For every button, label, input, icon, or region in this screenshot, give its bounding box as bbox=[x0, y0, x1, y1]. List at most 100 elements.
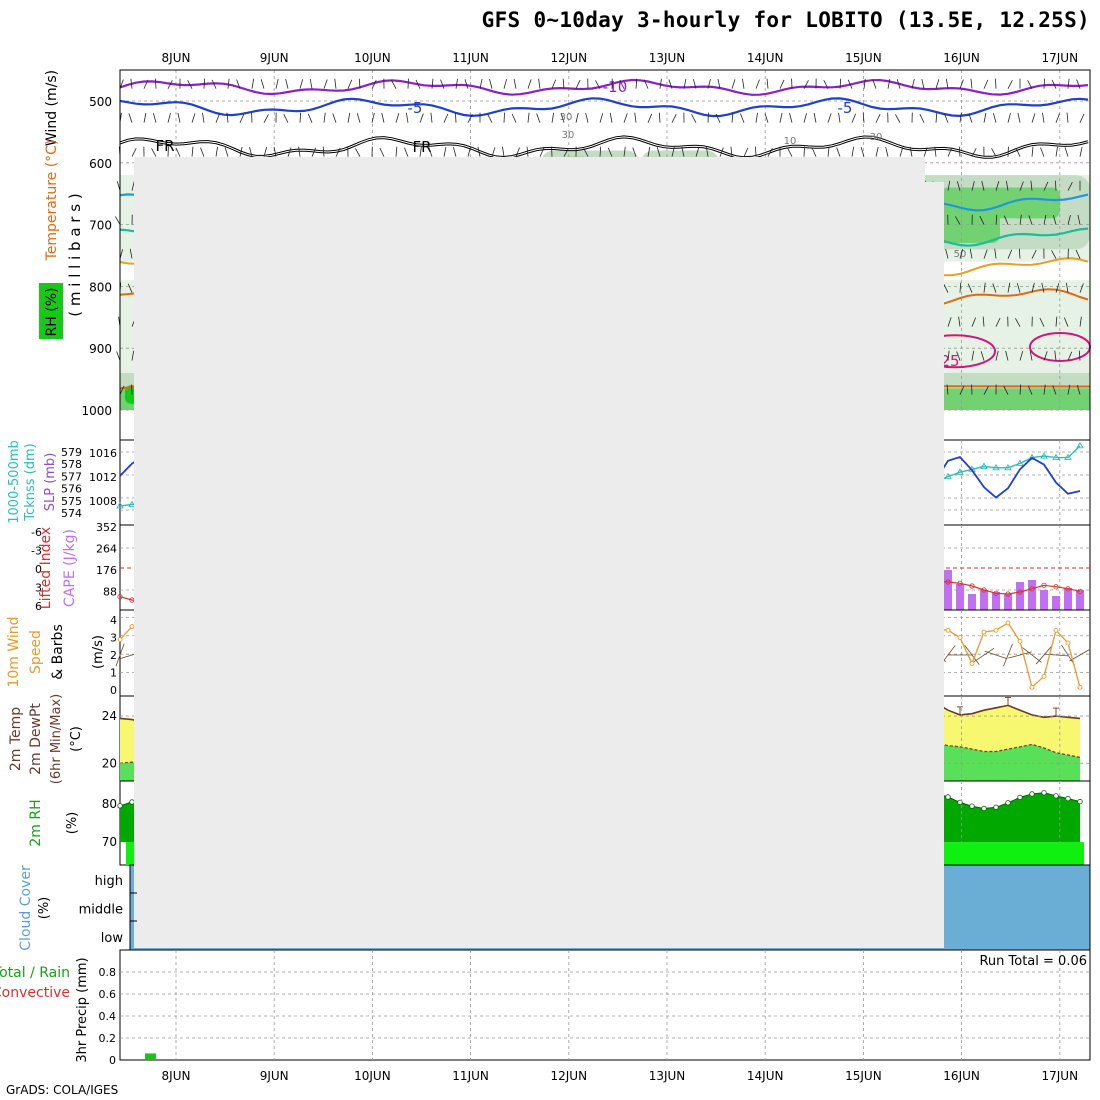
wind-barb bbox=[875, 113, 881, 123]
precip-panel bbox=[119, 949, 1091, 1061]
wind-barb bbox=[1067, 78, 1070, 89]
wind-barb bbox=[956, 181, 961, 191]
cloud-level-label: middle bbox=[79, 903, 123, 918]
wind-barb bbox=[659, 78, 662, 89]
x-axis-bottom-label: 17JUN bbox=[1042, 1069, 1079, 1083]
wind-barb bbox=[838, 112, 841, 123]
precip-tick-label: 0.2 bbox=[99, 1032, 117, 1045]
thickness-tick-label: 578 bbox=[61, 458, 82, 471]
wind-barb bbox=[215, 146, 218, 157]
wind-barb bbox=[526, 146, 529, 157]
wind-barb bbox=[1079, 146, 1083, 157]
wind10-speed-point bbox=[129, 624, 135, 630]
wind-barb bbox=[1016, 283, 1021, 293]
lifted-index-point bbox=[981, 587, 987, 593]
wind10-speed-point bbox=[117, 637, 123, 642]
wind-barb bbox=[1067, 384, 1071, 395]
wind-barb bbox=[128, 113, 133, 123]
thickness-axis-label-2: Tcknss (dm) bbox=[23, 443, 38, 521]
wind10-speed-point bbox=[945, 627, 951, 633]
rh2m-point bbox=[129, 799, 135, 805]
wind-barb bbox=[970, 78, 973, 89]
x-axis-top-label: 9JUN bbox=[260, 51, 289, 65]
wind-barb bbox=[619, 79, 625, 89]
wind-barb bbox=[681, 146, 685, 157]
wind-barb bbox=[1019, 384, 1022, 395]
wind-barb bbox=[979, 215, 985, 225]
wind-barb bbox=[177, 112, 181, 123]
wind-barb bbox=[695, 147, 700, 157]
wind-barb bbox=[959, 282, 962, 293]
wind-barb bbox=[538, 78, 541, 89]
wind-barb bbox=[431, 78, 434, 89]
thickness-axis-label: 1000-500mb bbox=[7, 440, 22, 524]
wind-barb bbox=[789, 113, 793, 123]
wind-barb bbox=[981, 180, 985, 191]
wind10-speed-point bbox=[1029, 684, 1035, 690]
wind-barb bbox=[273, 146, 277, 157]
wind-barb bbox=[947, 317, 952, 327]
wind-barb bbox=[707, 79, 711, 89]
contour-label: FR bbox=[155, 137, 174, 155]
wind-barb bbox=[1043, 78, 1045, 89]
lifted-index-point bbox=[1017, 589, 1023, 595]
wind-barb bbox=[705, 146, 709, 157]
wind-barb bbox=[643, 79, 649, 89]
wind-barb bbox=[562, 78, 565, 89]
wind-barb bbox=[995, 78, 997, 89]
thickness-point bbox=[1004, 463, 1012, 471]
x-axis-bottom-label: 11JUN bbox=[452, 1069, 489, 1083]
wind-barb bbox=[911, 78, 915, 89]
wind-barb bbox=[803, 146, 805, 157]
wind-barb bbox=[131, 180, 135, 191]
wind-barb bbox=[167, 80, 173, 89]
wind-barb bbox=[1042, 112, 1045, 123]
wind10-barb bbox=[1022, 647, 1042, 663]
wind10-barb bbox=[1061, 644, 1075, 666]
temp2m-tick-label: 24 bbox=[102, 709, 117, 723]
thickness-tick-label: 579 bbox=[61, 446, 82, 459]
wind-barb bbox=[131, 147, 137, 157]
wind-barb bbox=[489, 79, 493, 89]
wind-barb bbox=[151, 148, 157, 157]
wind-barb bbox=[175, 147, 181, 157]
x-axis-bottom-label: 12JUN bbox=[551, 1069, 588, 1083]
wind-barb bbox=[1031, 113, 1036, 123]
thickness-tick-label: 576 bbox=[61, 483, 82, 496]
wind-axis-label: Wind (m/s) bbox=[44, 70, 60, 146]
wind-barb bbox=[983, 282, 986, 293]
wind-barb bbox=[693, 79, 697, 89]
wind-barb bbox=[683, 78, 687, 89]
wind10-tick-label: 3 bbox=[110, 632, 117, 645]
wind-barb bbox=[477, 146, 481, 157]
contour-label: -5 bbox=[838, 99, 853, 117]
wind-barb bbox=[935, 79, 940, 89]
wind-barb bbox=[1055, 113, 1060, 123]
wind-barb bbox=[875, 146, 879, 157]
wind-barb bbox=[287, 147, 292, 157]
wind-barb bbox=[959, 79, 964, 89]
wind-barb bbox=[1007, 113, 1011, 123]
wind-barb bbox=[1055, 316, 1058, 327]
wind-barb bbox=[1031, 282, 1035, 293]
wind10-speed-point bbox=[969, 660, 975, 666]
wind-barb bbox=[1053, 215, 1057, 225]
wind-barb bbox=[959, 112, 962, 123]
wind-barb bbox=[885, 146, 889, 157]
wind-barb bbox=[895, 114, 901, 123]
wind-barb bbox=[391, 80, 397, 89]
wind-barb bbox=[227, 78, 230, 89]
wind-barb bbox=[779, 79, 785, 89]
lifted-index-point bbox=[945, 579, 951, 585]
wind-barb bbox=[993, 113, 997, 123]
wind-barb bbox=[191, 146, 194, 157]
lifted-index-point bbox=[117, 594, 123, 600]
wind-barb bbox=[371, 112, 375, 123]
x-axis-bottom-label: 13JUN bbox=[649, 1069, 686, 1083]
li-tick-label: -3 bbox=[31, 545, 42, 558]
wind-barb bbox=[851, 113, 857, 123]
wind-barb bbox=[764, 113, 769, 123]
wind-barb bbox=[1007, 282, 1011, 293]
wind-barb bbox=[299, 112, 302, 123]
pressure-axis-label: ( m i l l i b a r s ) bbox=[66, 193, 84, 316]
